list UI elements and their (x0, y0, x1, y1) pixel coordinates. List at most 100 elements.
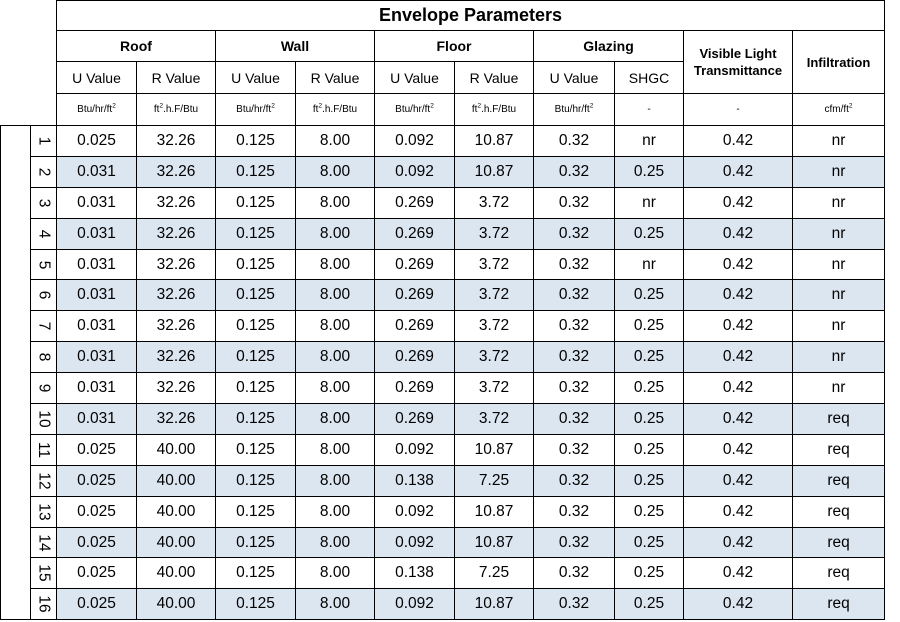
table-row: 12 0.025 40.00 0.125 8.00 0.138 7.25 0.32 0.25 0.… (1, 464, 886, 497)
cell-roof-r: 40.00 (136, 433, 216, 466)
cell-vlt: 0.42 (683, 588, 793, 621)
cell-shgc: nr (614, 125, 684, 157)
cell-vlt: 0.42 (683, 557, 793, 590)
cell-floor-u: 0.092 (374, 588, 455, 621)
group-wall: Wall (215, 30, 375, 62)
cell-wall-u: 0.125 (215, 557, 296, 590)
cell-glazing-u: 0.32 (533, 433, 615, 466)
cell-roof-u: 0.031 (56, 248, 137, 281)
cell-floor-u: 0.092 (374, 433, 455, 466)
cell-shgc: 0.25 (614, 588, 684, 621)
cell-shgc: 0.25 (614, 310, 684, 343)
cell-glazing-u: 0.32 (533, 341, 615, 374)
cell-wall-u: 0.125 (215, 464, 296, 497)
cell-zone-number: 8 (30, 341, 57, 374)
zone-number-text: 4 (35, 229, 53, 238)
cell-floor-r: 3.72 (454, 279, 534, 312)
cell-roof-r: 32.26 (136, 341, 216, 374)
cell-roof-r: 32.26 (136, 310, 216, 343)
table-title: Envelope Parameters (55, 0, 886, 31)
table-row: Building Climate Zone10.02532.260.1258.0… (0, 124, 886, 621)
cell-zone-number: 3 (30, 186, 57, 219)
cell-infiltration: nr (791, 279, 886, 312)
cell-vlt: 0.42 (683, 279, 793, 312)
cell-wall-u: 0.125 (215, 341, 296, 374)
cell-roof-r: 32.26 (136, 125, 216, 157)
subheader-roof-u: U Value (56, 61, 137, 94)
cell-zone-number: 11 (30, 433, 57, 466)
zone-number-text: 6 (35, 291, 53, 300)
table-row: 4 0.031 32.26 0.125 8.00 0.269 3.72 0.32 0.25 0.4… (1, 217, 886, 250)
subheader-wall-r: R Value (295, 61, 375, 94)
table-row: 3 0.031 32.26 0.125 8.00 0.269 3.72 0.32 nr 0.42 n… (1, 186, 886, 219)
cell-floor-u: 0.269 (374, 248, 455, 281)
table-row: 11 0.025 40.00 0.125 8.00 0.092 10.87 0.32 0.25 0… (1, 433, 886, 466)
cell-vlt: 0.42 (683, 217, 793, 250)
cell-glazing-u: 0.32 (533, 310, 615, 343)
cell-glazing-u: 0.32 (533, 125, 615, 157)
cell-roof-u: 0.031 (56, 341, 137, 374)
unit-roof-u: Btu/hr/ft2 (56, 93, 137, 126)
zone-number-text: 13 (35, 503, 53, 521)
cell-floor-u: 0.138 (374, 557, 455, 590)
table-body: Building Climate Zone10.02532.260.1258.0… (0, 124, 886, 621)
cell-shgc: 0.25 (614, 403, 684, 435)
cell-glazing-u: 0.32 (533, 248, 615, 281)
cell-vlt: 0.42 (683, 433, 793, 466)
subheader-roof-r: R Value (136, 61, 216, 94)
cell-zone-number: 10 (30, 403, 57, 435)
cell-shgc: 0.25 (614, 217, 684, 250)
cell-infiltration: nr (791, 341, 886, 374)
table-row: 14 0.025 40.00 0.125 8.00 0.092 10.87 0.32 0.25 0… (1, 526, 886, 559)
cell-floor-u: 0.092 (374, 155, 455, 188)
cell-roof-r: 40.00 (136, 526, 216, 559)
cell-wall-u: 0.125 (215, 155, 296, 188)
table-row: 15 0.025 40.00 0.125 8.00 0.138 7.25 0.32 0.25 0.… (1, 557, 886, 590)
cell-floor-u: 0.269 (374, 279, 455, 312)
cell-wall-r: 8.00 (295, 341, 375, 374)
cell-glazing-u: 0.32 (533, 372, 615, 405)
cell-vlt: 0.42 (683, 495, 793, 528)
zone-number-text: 2 (35, 167, 53, 177)
cell-shgc: 0.25 (614, 526, 684, 559)
cell-floor-r: 10.87 (454, 526, 534, 559)
cell-roof-u: 0.031 (56, 310, 137, 343)
cell-zone-number: 7 (30, 310, 57, 343)
cell-roof-u: 0.025 (56, 433, 137, 466)
cell-wall-r: 8.00 (295, 155, 375, 188)
cell-zone-number: 14 (30, 526, 57, 559)
cell-infiltration: req (791, 495, 886, 528)
cell-roof-r: 32.26 (136, 403, 216, 435)
unit-glazing-u: Btu/hr/ft2 (533, 93, 615, 126)
cell-roof-r: 32.26 (136, 155, 216, 188)
cell-wall-r: 8.00 (295, 248, 375, 281)
cell-floor-u: 0.092 (374, 495, 455, 528)
cell-wall-r: 8.00 (295, 464, 375, 497)
cell-wall-u: 0.125 (215, 310, 296, 343)
cell-infiltration: nr (791, 155, 886, 188)
cell-infiltration: req (791, 403, 886, 435)
cell-zone-number: 13 (30, 495, 57, 528)
unit-wall-r: ft2.h.F/Btu (295, 93, 375, 126)
cell-zone-number: 1 (30, 125, 57, 157)
cell-roof-u: 0.025 (56, 588, 137, 621)
cell-shgc: 0.25 (614, 464, 684, 497)
cell-shgc: 0.25 (614, 433, 684, 466)
cell-roof-u: 0.025 (56, 526, 137, 559)
subheader-wall-u: U Value (215, 61, 296, 94)
zone-number-text: 9 (35, 383, 53, 393)
cell-zone-number: 9 (30, 372, 57, 405)
cell-wall-u: 0.125 (215, 433, 296, 466)
table-row: 5 0.031 32.26 0.125 8.00 0.269 3.72 0.32 nr 0.42 n… (1, 248, 886, 281)
subheader-glazing-u: U Value (533, 61, 615, 94)
subheader-floor-r: R Value (454, 61, 534, 94)
cell-roof-r: 32.26 (136, 248, 216, 281)
cell-floor-u: 0.269 (374, 186, 455, 219)
cell-glazing-u: 0.32 (533, 526, 615, 559)
cell-floor-r: 10.87 (454, 433, 534, 466)
cell-roof-r: 32.26 (136, 217, 216, 250)
cell-roof-u: 0.031 (56, 186, 137, 219)
cell-wall-u: 0.125 (215, 403, 296, 435)
cell-floor-r: 3.72 (454, 310, 534, 343)
